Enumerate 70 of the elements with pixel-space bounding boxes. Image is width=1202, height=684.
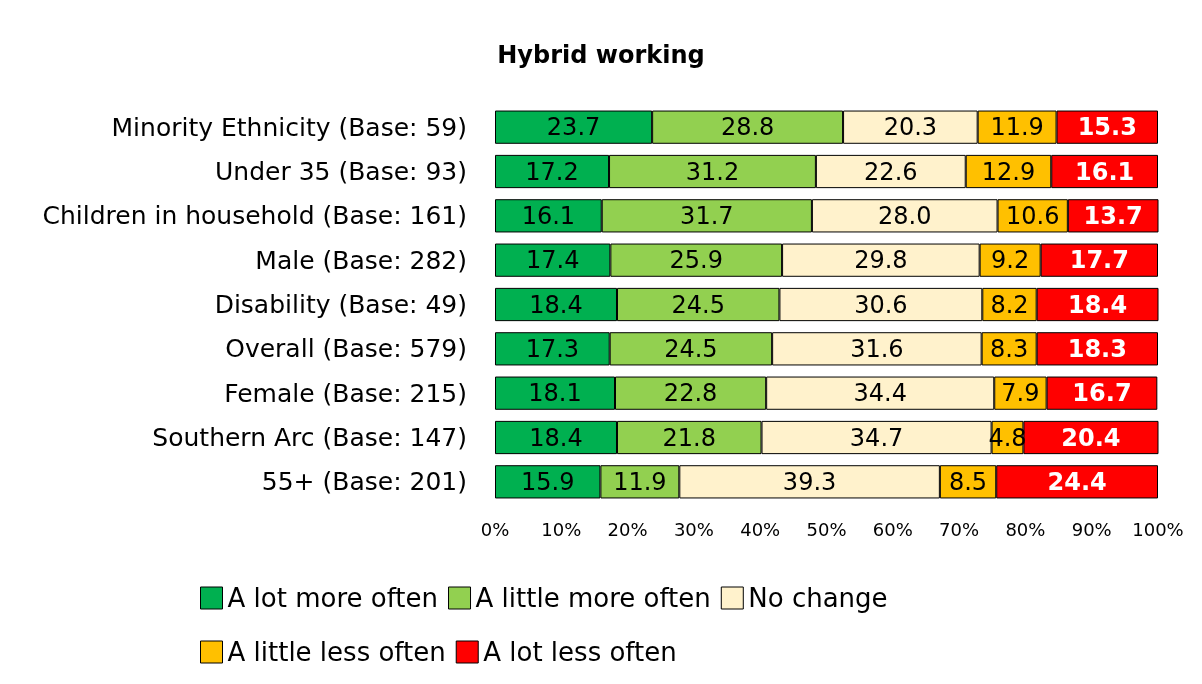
data-label: 18.4 (529, 423, 583, 452)
chart-title: Hybrid working (497, 41, 705, 69)
legend-label: A little less often (227, 637, 446, 667)
data-label: 11.9 (613, 467, 667, 496)
data-label: 39.3 (782, 467, 837, 496)
data-label: 24.5 (664, 334, 718, 363)
y-tick-label: Southern Arc (Base: 147) (152, 423, 467, 452)
x-tick-label: 70% (939, 518, 980, 540)
data-label: 16.1 (1075, 157, 1135, 186)
data-label: 15.3 (1077, 113, 1137, 142)
data-label: 18.3 (1067, 334, 1127, 363)
data-label: 20.4 (1061, 423, 1121, 452)
data-label: 10.6 (1005, 201, 1060, 230)
data-label: 22.6 (864, 157, 918, 186)
data-label: 16.7 (1072, 379, 1132, 408)
y-tick-label: Male (Base: 282) (255, 245, 467, 275)
data-label: 34.4 (853, 379, 907, 408)
data-label: 8.3 (990, 334, 1029, 363)
data-label: 24.4 (1047, 467, 1107, 496)
x-tick-label: 100% (1132, 518, 1184, 540)
data-label: 18.1 (528, 379, 582, 408)
data-label: 18.4 (529, 290, 583, 319)
data-label: 22.8 (663, 379, 718, 408)
data-label: 31.2 (685, 157, 740, 186)
data-label: 13.7 (1083, 201, 1143, 230)
x-tick-label: 50% (806, 518, 847, 540)
data-label: 20.3 (883, 113, 938, 142)
x-tick-label: 90% (1071, 518, 1112, 540)
x-tick-label: 60% (872, 518, 913, 540)
x-tick-label: 80% (1005, 518, 1046, 540)
data-label: 12.9 (981, 157, 1036, 186)
data-label: 23.7 (546, 113, 601, 142)
legend-label: A little more often (475, 583, 711, 613)
y-tick-label: Minority Ethnicity (Base: 59) (111, 112, 467, 142)
legend-label: A lot less often (483, 637, 677, 667)
y-tick-label: 55+ (Base: 201) (261, 467, 467, 497)
data-label: 30.6 (854, 290, 908, 319)
legend-label: No change (748, 583, 888, 613)
x-tick-label: 20% (607, 518, 648, 540)
y-tick-label: Under 35 (Base: 93) (215, 157, 467, 186)
data-label: 17.2 (525, 157, 579, 186)
data-label: 18.4 (1067, 290, 1128, 319)
data-label: 8.2 (990, 290, 1029, 319)
data-label: 17.4 (525, 246, 580, 275)
data-label: 17.3 (525, 334, 580, 363)
data-label: 31.7 (680, 201, 734, 230)
y-tick-label: Disability (Base: 49) (214, 290, 467, 319)
data-label: 11.9 (990, 113, 1044, 142)
data-label: 7.9 (1001, 379, 1040, 408)
data-label: 15.9 (520, 467, 575, 496)
y-tick-label: Children in household (Base: 161) (42, 201, 467, 231)
x-tick-label: 40% (740, 518, 781, 540)
y-tick-label: Overall (Base: 579) (225, 334, 467, 364)
x-tick-label: 0% (480, 518, 510, 540)
x-tick-label: 30% (673, 518, 714, 540)
data-label: 28.0 (878, 201, 932, 230)
data-label: 25.9 (669, 246, 723, 275)
legend-label: A lot more often (227, 583, 439, 613)
data-label: 29.8 (854, 246, 908, 275)
data-label: 9.2 (991, 246, 1030, 275)
data-label: 31.6 (850, 334, 904, 363)
x-tick-label: 10% (541, 518, 582, 540)
data-label: 34.7 (849, 423, 904, 452)
data-label: 28.8 (720, 113, 775, 142)
data-label: 17.7 (1069, 246, 1129, 275)
data-label: 21.8 (662, 423, 716, 452)
data-label: 16.1 (521, 201, 576, 230)
data-label: 24.5 (671, 290, 725, 319)
y-tick-label: Female (Base: 215) (224, 378, 467, 408)
data-label: 8.5 (948, 467, 988, 496)
